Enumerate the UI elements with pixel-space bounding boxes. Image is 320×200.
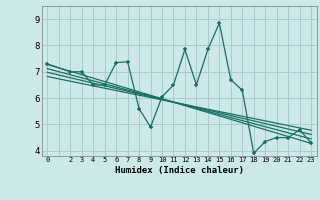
X-axis label: Humidex (Indice chaleur): Humidex (Indice chaleur) (115, 166, 244, 175)
